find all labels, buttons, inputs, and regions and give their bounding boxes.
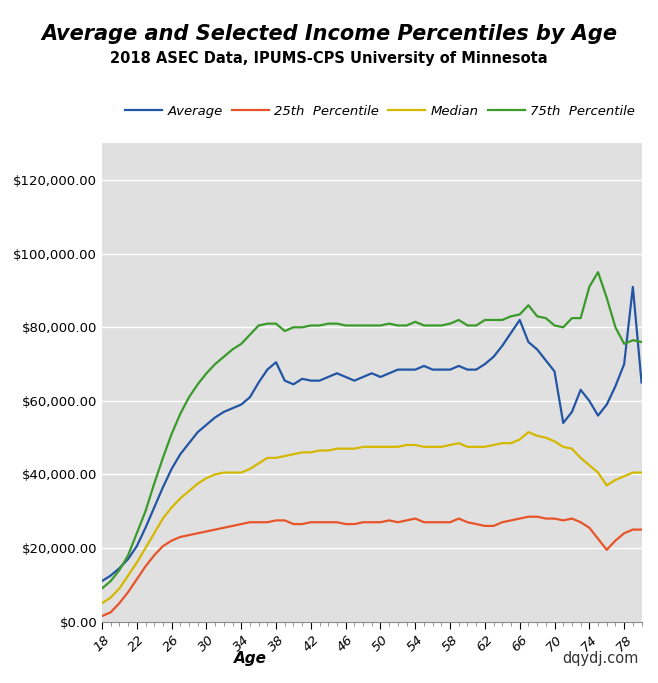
- Median: [524, 428, 532, 436]
- 25th  Percentile: [524, 513, 532, 521]
- 25th  Percentile: [246, 518, 254, 527]
- Y-axis label: Annual Pre-Tax Individual Income: Annual Pre-Tax Individual Income: [0, 273, 5, 492]
- 75th  Percentile: [263, 320, 271, 328]
- Median: [246, 465, 254, 473]
- Average: [638, 378, 645, 387]
- Median: [368, 443, 376, 451]
- Text: Age: Age: [234, 651, 266, 666]
- Average: [620, 360, 628, 368]
- 75th  Percentile: [472, 322, 480, 330]
- Text: 2018 ASEC Data, IPUMS-CPS University of Minnesota: 2018 ASEC Data, IPUMS-CPS University of …: [110, 51, 548, 66]
- Average: [263, 365, 271, 374]
- Median: [263, 454, 271, 462]
- Median: [98, 599, 106, 607]
- Median: [472, 443, 480, 451]
- 75th  Percentile: [629, 336, 637, 344]
- Average: [472, 365, 480, 374]
- Average: [351, 376, 359, 385]
- 25th  Percentile: [368, 518, 376, 527]
- Legend: Average, 25th  Percentile, Median, 75th  Percentile: Average, 25th Percentile, Median, 75th P…: [126, 104, 635, 117]
- Average: [368, 370, 376, 378]
- 75th  Percentile: [98, 585, 106, 593]
- 25th  Percentile: [629, 525, 637, 533]
- Average: [246, 393, 254, 402]
- 75th  Percentile: [351, 322, 359, 330]
- 25th  Percentile: [263, 518, 271, 527]
- 75th  Percentile: [638, 338, 645, 346]
- 25th  Percentile: [98, 612, 106, 620]
- Average: [98, 577, 106, 585]
- Line: Average: Average: [102, 287, 642, 581]
- Text: dqydj.com: dqydj.com: [562, 651, 638, 666]
- Line: 75th  Percentile: 75th Percentile: [102, 272, 642, 589]
- Average: [629, 283, 637, 291]
- Line: Median: Median: [102, 432, 642, 603]
- 25th  Percentile: [472, 520, 480, 528]
- 25th  Percentile: [638, 525, 645, 533]
- Text: Average and Selected Income Percentiles by Age: Average and Selected Income Percentiles …: [41, 24, 617, 44]
- 75th  Percentile: [594, 268, 602, 276]
- 25th  Percentile: [351, 520, 359, 528]
- 75th  Percentile: [246, 331, 254, 339]
- Line: 25th  Percentile: 25th Percentile: [102, 517, 642, 616]
- 75th  Percentile: [368, 322, 376, 330]
- Median: [629, 469, 637, 477]
- Median: [638, 469, 645, 477]
- Median: [351, 445, 359, 453]
